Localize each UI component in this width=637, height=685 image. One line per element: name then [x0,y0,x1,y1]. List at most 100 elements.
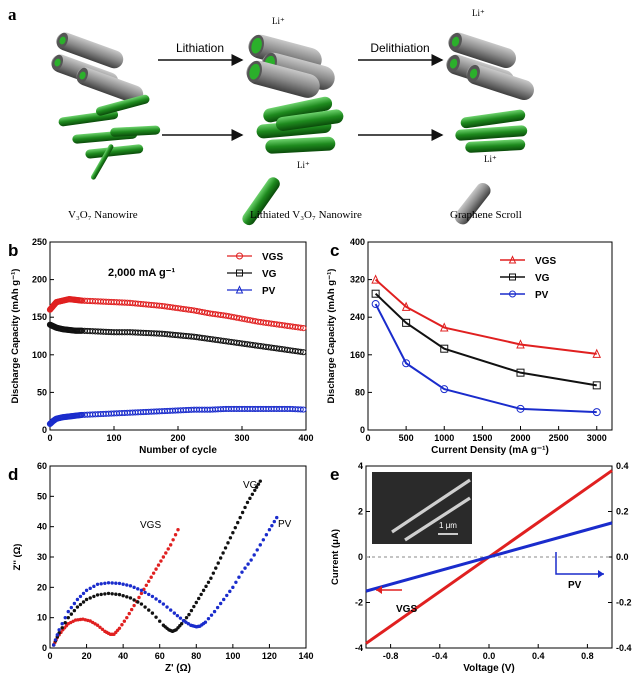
x-axis-label: Z' (Ω) [165,663,191,674]
series-vg [51,479,262,647]
data-point [297,406,304,413]
data-point [592,408,601,417]
y-tick-label: 0 [42,643,47,653]
legend-marker [509,290,516,298]
data-point [440,385,449,394]
data-point [225,593,229,598]
data-point [258,479,262,483]
x-axis-label: Voltage (V) [463,663,514,674]
li-ion-label-3: Li⁺ [297,160,310,170]
data-point [233,525,237,530]
data-point [243,566,247,570]
data-point [186,622,191,626]
bundle-delithiated-top [446,32,534,101]
y-tick-label: 4 [358,461,363,471]
data-point [215,605,220,610]
y-tick-label: -4 [355,643,363,653]
y-tick-label: 50 [37,491,47,501]
data-point [78,594,83,599]
data-point [106,591,111,596]
data-point [92,584,96,589]
data-point [216,561,220,565]
data-point [194,600,198,605]
series-vg [46,321,307,356]
data-point [237,575,241,579]
data-point [240,510,245,515]
legend-marker [236,269,243,277]
data-point [228,589,232,594]
data-point [401,301,411,311]
data-point [253,488,257,492]
data-point [150,594,155,599]
data-point [592,348,602,358]
data-point [125,583,129,587]
data-point [516,368,525,377]
data-point [231,531,235,535]
data-point [75,597,80,602]
legend-label: PV [262,286,276,297]
data-point [117,626,122,630]
data-point [165,605,169,609]
data-point [254,485,259,489]
data-point [221,551,225,555]
li-ion-label-1: Li⁺ [272,16,285,26]
x-tick-label: 1000 [434,433,454,443]
data-point [63,615,67,620]
data-point [159,559,163,563]
y-tick-label: 150 [32,312,47,322]
legend-lithiated-icon [242,177,280,226]
chart-b: 0 100 200 300 400 0 50 100 150 200 250 Number of cy… [8,237,314,456]
data-point [103,581,107,585]
data-point [173,533,178,537]
series-pv [46,405,307,428]
data-point [236,520,240,525]
data-point [300,349,307,356]
nanowires-lithiated [256,96,344,154]
data-point [204,584,208,589]
data-point [154,597,158,601]
data-point [117,581,122,586]
data-point [60,622,64,626]
y-tick-label: 50 [37,387,47,397]
data-point [189,608,194,613]
data-point [439,322,449,332]
legend-marker [236,252,243,260]
nanowires-delithiated [455,109,528,153]
data-point [184,620,188,624]
panel-label-a: a [8,5,17,24]
data-point [147,592,151,597]
data-point [248,496,252,501]
series-vgs [46,296,307,332]
data-point [99,592,103,597]
y-tick-label: 40 [37,522,47,532]
data-point [122,619,127,623]
data-point [103,592,107,596]
legend-nanowire-icon [90,144,114,180]
data-point [132,603,136,608]
data-point [255,548,259,552]
data-point [440,344,449,353]
panel-a-schematic: a Lithiation Li⁺ Delithiation [8,5,534,226]
data-point [176,528,180,532]
series-line [374,303,597,414]
y-tick-label: 0 [358,552,363,562]
data-point [88,586,92,591]
data-point [139,591,144,596]
data-point [98,625,102,629]
sem-inset: 1 μm [372,472,472,544]
series-line [374,292,597,387]
data-point [300,406,307,413]
y-tick-label: 30 [37,552,47,562]
x-tick-label: 140 [298,651,313,661]
data-point [158,619,162,623]
data-point [106,581,111,585]
y-tick-label: 0 [360,425,365,435]
y-tick-label: 2 [358,507,363,517]
panel-label-c: c [330,241,339,260]
data-point [143,590,147,595]
data-point [158,599,162,604]
data-point [226,541,230,545]
data-point [129,607,134,612]
y-tick-label: 10 [37,613,47,623]
